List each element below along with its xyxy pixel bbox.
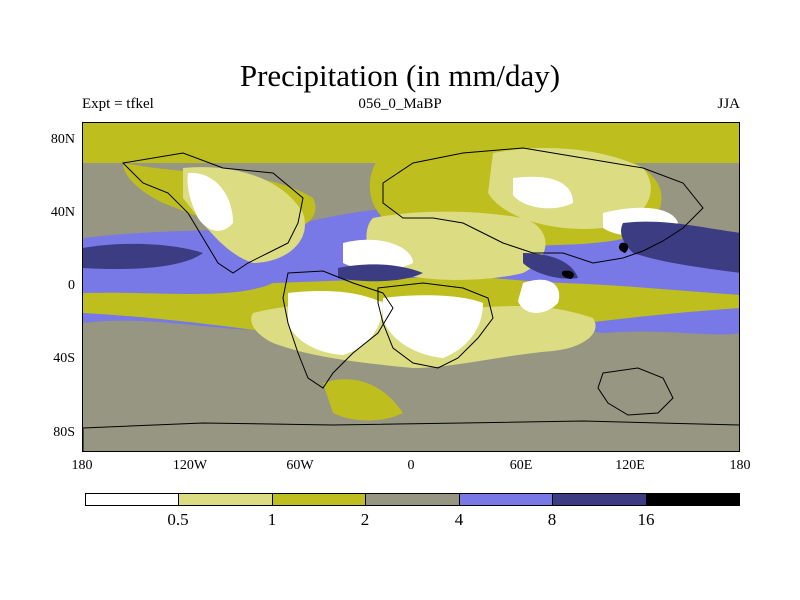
lat-tick-80n: 80N xyxy=(50,132,75,147)
coastline-eurasia xyxy=(382,147,704,264)
colorbar-label: 16 xyxy=(637,510,655,529)
lon-tick-180w: 180 xyxy=(71,458,93,473)
precipitation-map xyxy=(82,122,740,452)
lon-tick-60w: 60W xyxy=(286,458,314,473)
coastline-africa xyxy=(377,282,494,369)
atlantic-wet xyxy=(338,264,423,282)
colorbar-swatch xyxy=(366,494,460,505)
lat-tick-0: 0 xyxy=(68,278,75,293)
africa-dry xyxy=(383,295,483,358)
season-label: JJA xyxy=(717,96,740,112)
lat-tick-40s: 40S xyxy=(53,351,75,366)
colorbar-swatch xyxy=(86,494,180,505)
colorbar-label: 8 xyxy=(547,510,557,529)
colorbar-label: 4 xyxy=(454,510,464,529)
north-america-dry xyxy=(187,172,233,231)
south-america-dry xyxy=(288,291,383,355)
coastline-south-america xyxy=(282,270,394,389)
lon-tick-120e: 120E xyxy=(615,458,645,473)
north-africa-dry xyxy=(343,239,413,271)
plot-title: Precipitation (in mm/day) xyxy=(239,58,561,93)
colorbar-swatch xyxy=(179,494,273,505)
central-asia-light xyxy=(488,148,651,229)
south-atlantic-olive xyxy=(323,379,403,421)
lon-tick-60e: 60E xyxy=(509,458,533,473)
lat-tick-80s: 80S xyxy=(53,425,75,440)
lon-tick-180e: 180 xyxy=(729,458,751,473)
lon-tick-120w: 120W xyxy=(172,458,208,473)
lat-tick-40n: 40N xyxy=(50,205,75,220)
colorbar xyxy=(85,493,740,506)
colorbar-swatch xyxy=(272,494,367,505)
colorbar-label: 1 xyxy=(267,510,277,529)
max-precip-spot xyxy=(618,242,629,253)
arabia-dry xyxy=(513,176,573,209)
colorbar-swatch xyxy=(553,494,647,505)
time-label: 056_0_MaBP xyxy=(358,96,442,112)
colorbar-label: 2 xyxy=(360,510,370,529)
lon-tick-0: 0 xyxy=(407,458,415,473)
experiment-label: Expt = tfkel xyxy=(82,96,154,112)
west-pacific-wet xyxy=(621,221,739,273)
coastline-north-america xyxy=(121,152,304,274)
max-precip-spot-2 xyxy=(561,270,574,279)
coastline-australia xyxy=(597,367,674,416)
coastline-antarctica xyxy=(83,420,739,451)
north-pacific-wet xyxy=(83,243,203,270)
colorbar-swatch xyxy=(646,494,739,505)
colorbar-swatch xyxy=(459,494,554,505)
southern-ocean-band xyxy=(83,373,739,451)
australia-dry xyxy=(518,279,560,313)
colorbar-label: 0.5 xyxy=(167,510,189,529)
